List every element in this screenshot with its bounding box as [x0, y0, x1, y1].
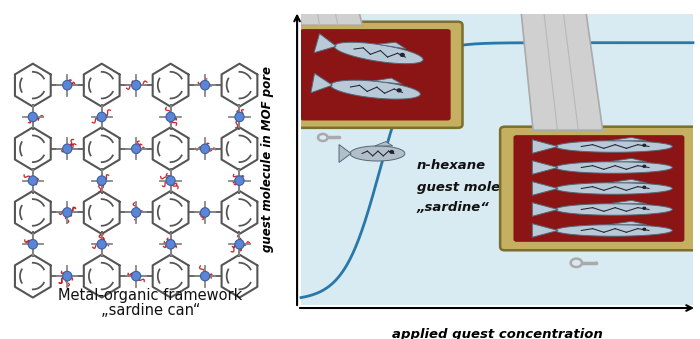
Circle shape — [132, 80, 141, 90]
Text: Metal-organic framework: Metal-organic framework — [58, 288, 243, 303]
Circle shape — [132, 208, 141, 217]
Circle shape — [97, 112, 106, 122]
Circle shape — [390, 151, 393, 153]
Circle shape — [97, 176, 106, 185]
Polygon shape — [556, 162, 672, 173]
Polygon shape — [532, 161, 558, 174]
Circle shape — [643, 165, 645, 167]
Circle shape — [166, 112, 175, 122]
Polygon shape — [330, 80, 420, 99]
Polygon shape — [556, 183, 672, 194]
Polygon shape — [377, 42, 406, 49]
Circle shape — [397, 89, 401, 92]
Polygon shape — [372, 78, 402, 84]
Polygon shape — [532, 140, 558, 153]
Polygon shape — [514, 0, 603, 130]
Circle shape — [235, 112, 244, 122]
Polygon shape — [532, 224, 558, 237]
Circle shape — [235, 239, 244, 249]
Polygon shape — [276, 0, 363, 25]
Polygon shape — [608, 200, 647, 204]
Circle shape — [63, 80, 72, 90]
Circle shape — [200, 144, 209, 154]
Polygon shape — [374, 142, 393, 146]
Circle shape — [63, 208, 72, 217]
Text: guest molecule: guest molecule — [416, 181, 531, 194]
Circle shape — [595, 261, 598, 264]
Circle shape — [200, 208, 209, 217]
FancyBboxPatch shape — [500, 127, 698, 250]
Polygon shape — [532, 182, 558, 195]
Circle shape — [643, 228, 645, 230]
Circle shape — [166, 239, 175, 249]
Circle shape — [63, 271, 72, 281]
Text: n-hexane: n-hexane — [416, 159, 486, 172]
FancyBboxPatch shape — [514, 135, 685, 242]
Circle shape — [28, 176, 37, 185]
Circle shape — [400, 54, 404, 56]
Polygon shape — [556, 225, 672, 236]
Text: „sardine can“: „sardine can“ — [101, 303, 200, 318]
Circle shape — [643, 186, 645, 188]
Circle shape — [28, 112, 37, 122]
Circle shape — [28, 239, 37, 249]
Circle shape — [166, 176, 175, 185]
Circle shape — [235, 176, 244, 185]
Text: „sardine“: „sardine“ — [416, 201, 489, 214]
FancyBboxPatch shape — [288, 22, 463, 128]
Circle shape — [132, 271, 141, 281]
Polygon shape — [608, 221, 647, 225]
Polygon shape — [335, 42, 423, 64]
Circle shape — [200, 80, 209, 90]
Polygon shape — [311, 73, 332, 93]
Polygon shape — [350, 146, 405, 161]
Polygon shape — [608, 137, 647, 141]
Circle shape — [200, 271, 209, 281]
Polygon shape — [314, 34, 336, 53]
Circle shape — [338, 136, 341, 139]
Text: guest molecule in MOF pore: guest molecule in MOF pore — [261, 66, 274, 252]
Text: applied guest concentration: applied guest concentration — [391, 328, 603, 339]
Polygon shape — [532, 203, 558, 216]
Polygon shape — [608, 179, 647, 183]
Circle shape — [132, 144, 141, 154]
FancyBboxPatch shape — [300, 29, 451, 120]
Polygon shape — [608, 158, 647, 162]
Polygon shape — [556, 141, 672, 152]
Circle shape — [643, 207, 645, 209]
Circle shape — [643, 144, 645, 146]
Circle shape — [63, 144, 72, 154]
Polygon shape — [556, 204, 672, 215]
Polygon shape — [339, 144, 351, 162]
Circle shape — [97, 239, 106, 249]
